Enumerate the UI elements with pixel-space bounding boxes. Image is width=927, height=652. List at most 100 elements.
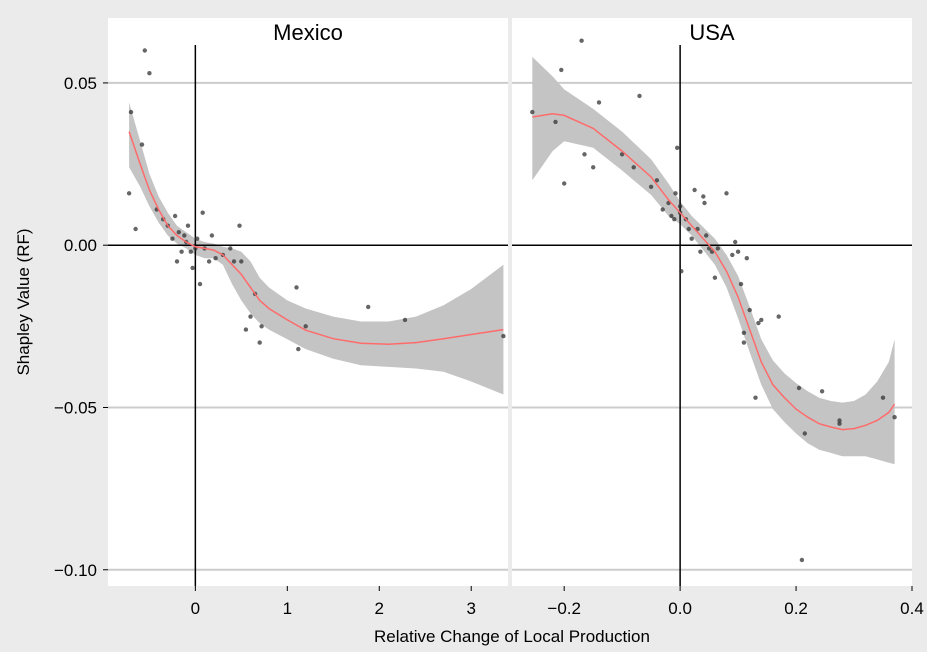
- data-point: [799, 557, 805, 563]
- data-point: [654, 178, 660, 183]
- data-point: [176, 230, 181, 235]
- data-point: [712, 275, 718, 280]
- data-point: [237, 223, 242, 228]
- data-point: [133, 226, 138, 232]
- data-point: [837, 421, 842, 426]
- data-point: [366, 304, 371, 310]
- x-tick-label: 0.4: [900, 599, 924, 618]
- panel-background: [108, 18, 508, 586]
- data-point: [704, 233, 709, 238]
- confidence-band: [129, 102, 504, 395]
- data-point: [172, 213, 178, 219]
- data-point: [231, 259, 237, 264]
- data-point: [892, 415, 897, 420]
- panel-mexico: Mexico 0 1 2 3: [108, 18, 508, 618]
- y-tick-label: −0.10: [54, 561, 97, 580]
- data-point: [243, 327, 249, 332]
- data-point: [675, 145, 680, 150]
- data-point: [730, 252, 735, 258]
- data-point: [185, 223, 191, 228]
- y-axis-title: Shapley Value (RF): [14, 228, 33, 375]
- data-point: [880, 395, 886, 400]
- panel-usa: USA −0.2 0.0 0.2 0.4: [512, 18, 924, 618]
- data-point: [190, 265, 195, 271]
- strip-label-mexico: Mexico: [273, 20, 343, 45]
- x-tick-label: 0.2: [784, 599, 808, 618]
- data-point: [796, 385, 802, 391]
- x-tick-label: 0.0: [668, 599, 692, 618]
- data-point: [686, 226, 691, 232]
- data-point: [259, 324, 264, 329]
- data-point: [672, 217, 677, 222]
- x-tick-label: 1: [283, 599, 292, 618]
- data-point: [747, 307, 752, 313]
- y-axis: −0.10 −0.05 0.00 0.05: [54, 74, 108, 580]
- data-point: [724, 191, 729, 196]
- data-point: [195, 236, 200, 241]
- data-point: [402, 317, 408, 323]
- data-point: [591, 165, 596, 170]
- data-point: [677, 204, 683, 209]
- data-point: [648, 184, 654, 189]
- data-point: [669, 213, 674, 219]
- data-point: [257, 340, 262, 345]
- data-point: [673, 191, 678, 196]
- data-point: [206, 259, 212, 264]
- data-point: [715, 246, 720, 251]
- x-tick-label: −0.2: [547, 599, 581, 618]
- data-point: [619, 152, 625, 157]
- data-point: [562, 181, 567, 186]
- x-tick-label: 3: [466, 599, 475, 618]
- data-point: [128, 109, 134, 115]
- data-point: [188, 249, 193, 254]
- data-point: [213, 256, 218, 261]
- data-point: [296, 346, 301, 352]
- data-point: [200, 210, 205, 215]
- y-tick-label: 0.05: [64, 74, 97, 93]
- x-tick-label: 0: [191, 599, 200, 618]
- data-point: [753, 395, 758, 400]
- data-point: [182, 233, 187, 238]
- data-point: [582, 152, 587, 157]
- data-point: [147, 71, 152, 76]
- data-point: [741, 340, 747, 345]
- data-point: [756, 320, 761, 326]
- data-point: [776, 314, 781, 319]
- data-point: [698, 249, 703, 254]
- data-point: [660, 207, 665, 212]
- data-point: [228, 246, 233, 251]
- y-tick-label: 0.00: [64, 236, 97, 255]
- data-point: [248, 314, 253, 319]
- data-point: [679, 269, 684, 274]
- data-point: [637, 93, 642, 99]
- confidence-band: [532, 56, 895, 465]
- smooth-line: [128, 131, 504, 345]
- data-point: [738, 281, 744, 287]
- data-point: [294, 285, 299, 290]
- data-point: [631, 165, 636, 170]
- data-point: [735, 249, 741, 254]
- y-tick-label: −0.05: [54, 398, 97, 417]
- data-point: [553, 119, 558, 125]
- x-axis-title: Relative Change of Local Production: [374, 627, 650, 646]
- data-point: [559, 67, 564, 73]
- data-point: [303, 324, 308, 329]
- x-tick-label: 2: [375, 599, 384, 618]
- data-point: [530, 109, 535, 115]
- data-point: [744, 256, 749, 261]
- smooth-line: [532, 112, 896, 431]
- data-point: [579, 38, 584, 43]
- data-point: [596, 100, 602, 105]
- data-point: [197, 281, 203, 287]
- strip-label-usa: USA: [689, 20, 735, 45]
- data-point: [802, 431, 807, 436]
- data-point: [209, 233, 215, 238]
- data-point: [701, 194, 706, 199]
- data-point: [759, 317, 764, 323]
- data-point: [142, 48, 147, 53]
- data-point: [837, 418, 842, 423]
- data-point: [126, 191, 132, 196]
- data-point: [501, 333, 506, 339]
- data-point: [733, 239, 738, 245]
